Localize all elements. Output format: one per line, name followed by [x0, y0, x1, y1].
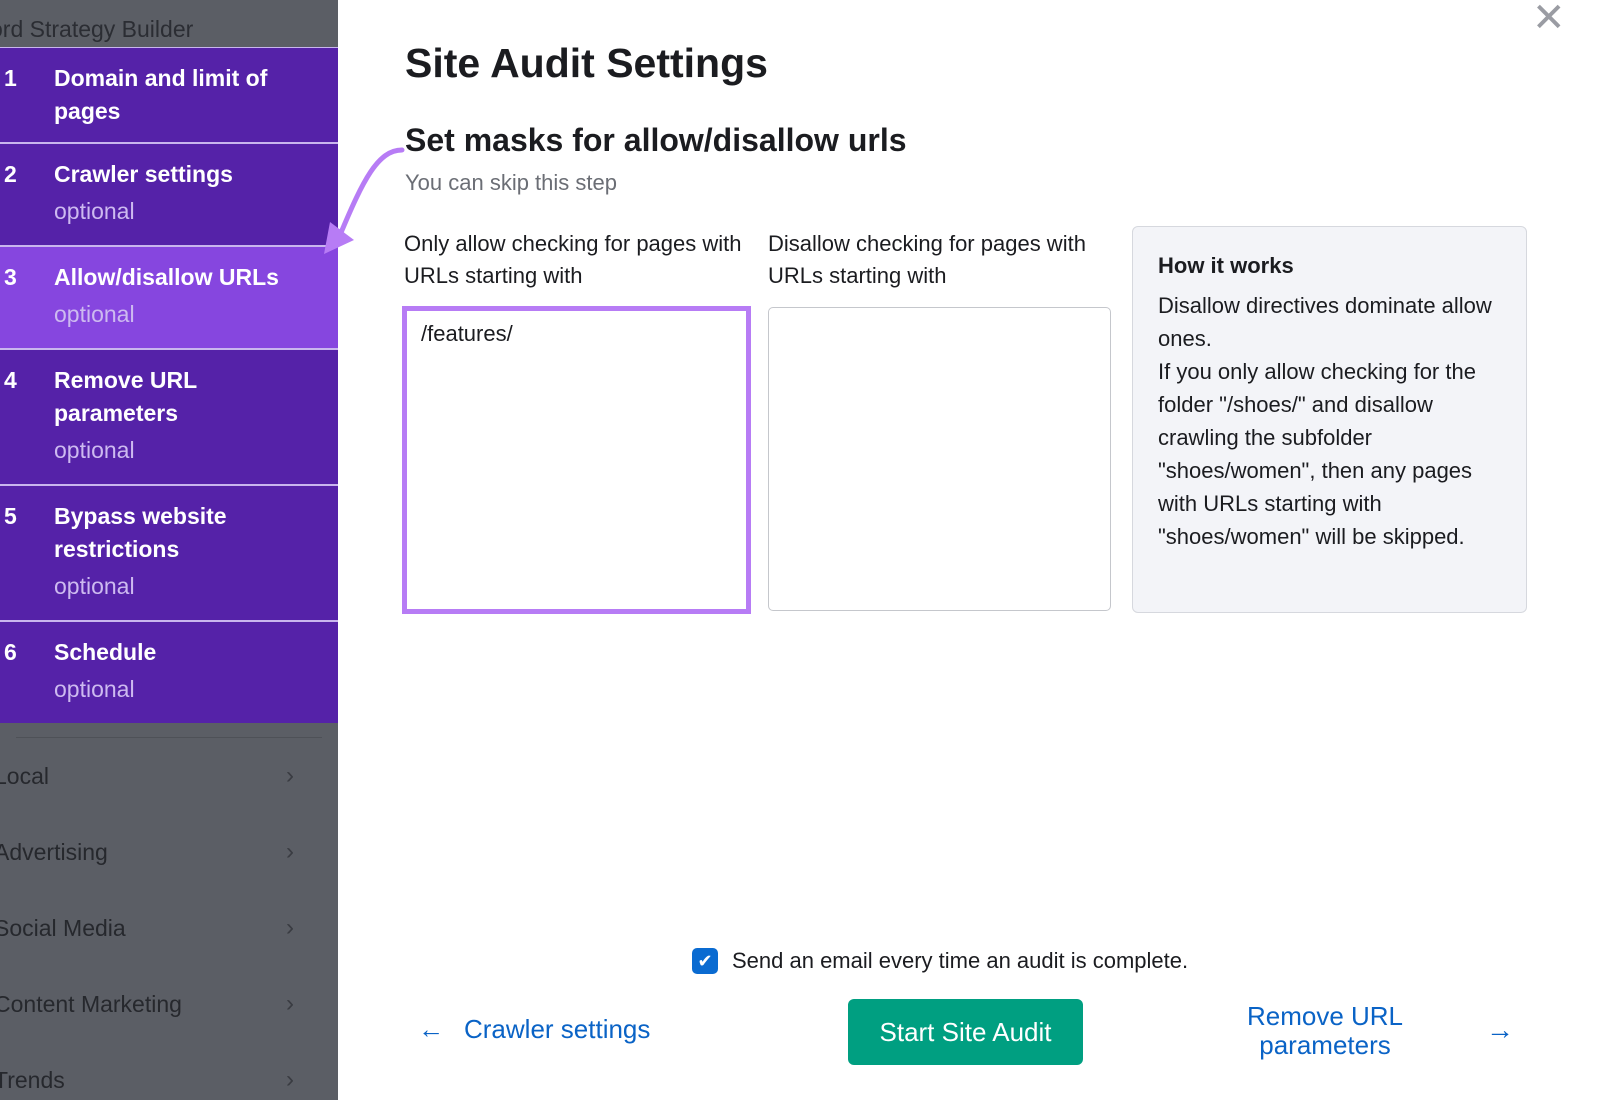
wizard-steps: 1 Domain and limit of pages 2 Crawler sett…	[0, 47, 338, 723]
checkbox-checked-icon[interactable]: ✔	[692, 948, 718, 974]
nav-social-media[interactable]: Social Media ›	[0, 890, 338, 966]
step-optional: optional	[54, 198, 135, 224]
step-title: Remove URL parameters	[54, 367, 197, 426]
step-title: Domain and limit of pages	[54, 65, 268, 124]
step-title: Schedule	[54, 639, 157, 665]
step-number: 6	[4, 639, 17, 665]
step-number: 5	[4, 503, 17, 529]
nav-content-marketing[interactable]: Content Marketing ›	[0, 966, 338, 1042]
step-title: Allow/disallow URLs	[54, 264, 279, 290]
email-label: Send an email every time an audit is com…	[732, 948, 1189, 973]
nav-label: Trends	[0, 1066, 65, 1093]
nav-label: Content Marketing	[0, 990, 182, 1017]
step-crawler-settings[interactable]: 2 Crawler settings optional	[0, 144, 338, 247]
disallow-urls-input[interactable]	[768, 307, 1111, 611]
step-title: Bypass website restrictions	[54, 503, 227, 562]
annotation-arrow-icon	[324, 147, 405, 254]
step-bypass-restrictions[interactable]: 5 Bypass website restrictions optional	[0, 486, 338, 622]
step-optional: optional	[54, 437, 135, 463]
back-button[interactable]: ← Crawler settings	[418, 1014, 650, 1045]
sidebar-top-item[interactable]: ord Strategy Builder	[0, 16, 194, 42]
how-it-works-panel: How it works Disallow directives dominat…	[1132, 226, 1527, 613]
chevron-right-icon: ›	[286, 762, 294, 789]
step-optional: optional	[54, 301, 135, 327]
chevron-right-icon: ›	[286, 1066, 294, 1093]
step-title: Crawler settings	[54, 161, 233, 187]
step-schedule[interactable]: 6 Schedule optional	[0, 622, 338, 723]
step-domain[interactable]: 1 Domain and limit of pages	[0, 48, 338, 144]
arrow-left-icon: ←	[418, 1014, 444, 1044]
step-number: 1	[4, 65, 17, 91]
chevron-right-icon: ›	[286, 838, 294, 865]
nav-label: Local	[0, 762, 49, 789]
divider	[16, 723, 322, 738]
step-allow-disallow[interactable]: 3 Allow/disallow URLs optional	[0, 247, 338, 350]
nav-label: Advertising	[0, 838, 108, 865]
step-remove-url-params[interactable]: 4 Remove URL parameters optional	[0, 350, 338, 486]
chevron-right-icon: ›	[286, 990, 294, 1017]
how-it-works-body: Disallow directives dominate allow ones.…	[1158, 293, 1492, 549]
step-optional: optional	[54, 676, 135, 702]
back-label: Crawler settings	[464, 1014, 651, 1044]
nav-advertising[interactable]: Advertising ›	[0, 814, 338, 890]
dialog-title: Site Audit Settings	[405, 40, 768, 86]
email-notification-checkbox[interactable]: ✔ Send an email every time an audit is c…	[692, 948, 1188, 974]
arrow-right-icon[interactable]: →	[1486, 1014, 1514, 1045]
step-optional: optional	[54, 573, 135, 599]
allow-urls-input[interactable]: /features/	[402, 306, 751, 614]
nav-label: Social Media	[0, 914, 126, 941]
disallow-label: Disallow checking for pages with URLs st…	[768, 231, 1086, 288]
nav-trends[interactable]: Trends ›	[0, 1042, 338, 1100]
allow-label: Only allow checking for pages with URLs …	[404, 231, 742, 288]
step-number: 3	[4, 264, 17, 290]
start-site-audit-button[interactable]: Start Site Audit	[848, 999, 1083, 1065]
step-number: 4	[4, 367, 17, 393]
chevron-right-icon: ›	[286, 914, 294, 941]
sidebar: ord Strategy Builder 1 Domain and limit o…	[0, 0, 338, 1100]
step-number: 2	[4, 161, 17, 187]
next-button[interactable]: Remove URL parameters	[1246, 1001, 1404, 1060]
how-it-works-title: How it works	[1158, 253, 1294, 278]
close-icon[interactable]: ✕	[1532, 0, 1566, 40]
section-subtitle: You can skip this step	[405, 170, 617, 195]
section-title: Set masks for allow/disallow urls	[405, 122, 907, 158]
nav-local[interactable]: Local ›	[0, 738, 338, 814]
